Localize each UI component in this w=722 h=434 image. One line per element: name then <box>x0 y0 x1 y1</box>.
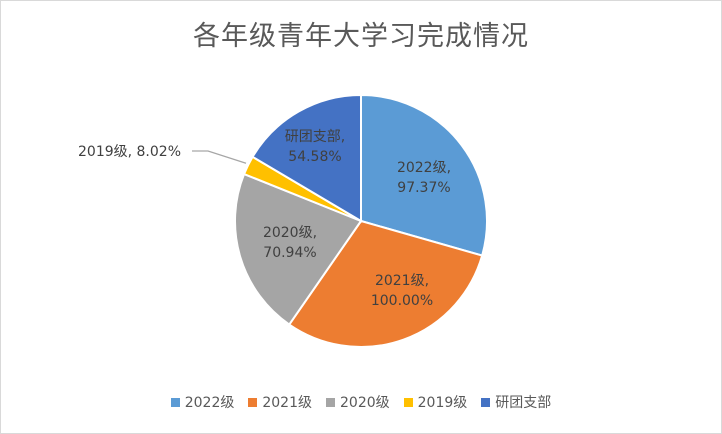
leader-line-3 <box>192 150 247 164</box>
legend-label: 2022级 <box>184 395 235 411</box>
legend-item-0: 2022级 <box>170 392 235 412</box>
chart-title: 各年级青年大学习完成情况 <box>193 21 529 52</box>
legend-item-2: 2020级 <box>326 392 390 412</box>
legend-label: 2019级 <box>417 395 468 411</box>
pie-slice-1 <box>287 219 484 348</box>
data-label-4: 研团支部, 54.58% <box>285 129 345 165</box>
legend-label: 2020级 <box>340 395 390 411</box>
data-label-3: 2019级, 8.02% <box>78 144 181 160</box>
data-label-1: 2021级, 100.00% <box>371 273 433 309</box>
legend-swatch <box>481 397 491 407</box>
legend-item-4: 研团支部 <box>481 392 551 412</box>
legend-label: 研团支部 <box>495 395 552 411</box>
data-label-2: 2020级, 70.94% <box>263 225 317 261</box>
data-label-0: 2022级, 97.37% <box>397 160 451 196</box>
legend-swatch <box>326 397 335 407</box>
legend-swatch <box>248 397 258 407</box>
legend-swatch <box>170 397 180 407</box>
legend-item-3: 2019级 <box>403 392 468 412</box>
pie-slice-4 <box>251 93 362 223</box>
pie-slice-2 <box>234 172 363 326</box>
legend-label: 2021级 <box>262 395 312 411</box>
legend-swatch <box>403 397 413 407</box>
pie-slice-0 <box>360 93 488 257</box>
legend-item-1: 2021级 <box>248 392 312 412</box>
chart-legend: 2022级 2021级 2020级 2019级 研团支部 <box>0 392 722 412</box>
